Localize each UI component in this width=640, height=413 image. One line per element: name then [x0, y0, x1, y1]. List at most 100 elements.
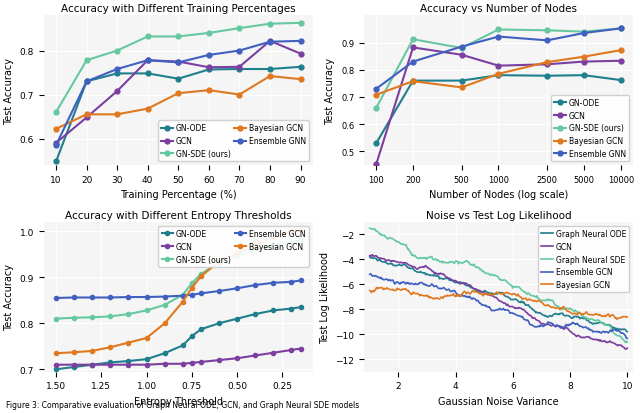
Ensemble GCN: [70, 295, 78, 300]
Ensemble GNN: [617, 27, 625, 32]
GCN: [520, 307, 528, 312]
Line: GN-ODE: GN-ODE: [54, 65, 303, 164]
GN-SDE (ours): [617, 27, 625, 32]
Bayesian GCN: [409, 79, 417, 84]
Bayesian GCN: [215, 259, 223, 264]
Graph Neural ODE: [583, 318, 591, 323]
GN-ODE: [215, 321, 223, 326]
Bayesian GCN: [83, 113, 90, 118]
Graph Neural SDE: [623, 340, 631, 345]
Bayesian GCN: [269, 235, 277, 240]
GN-ODE: [580, 74, 588, 78]
Graph Neural SDE: [621, 340, 629, 345]
Line: GN-SDE (ours): GN-SDE (ours): [54, 239, 303, 321]
GCN: [621, 347, 629, 352]
GN-SDE (ours): [197, 272, 205, 277]
GN-SDE (ours): [188, 281, 196, 286]
Bayesian GCN: [70, 350, 78, 355]
GN-SDE (ours): [580, 30, 588, 35]
Ensemble GNN: [113, 67, 121, 72]
GN-ODE: [297, 65, 305, 70]
Graph Neural SDE: [583, 316, 591, 321]
Line: Ensemble GNN: Ensemble GNN: [374, 27, 623, 92]
GCN: [495, 64, 502, 69]
Ensemble GNN: [409, 60, 417, 65]
Title: Noise vs Test Log Likelihood: Noise vs Test Log Likelihood: [426, 210, 572, 220]
GCN: [369, 252, 376, 257]
Bayesian GCN: [367, 289, 374, 294]
Ensemble GNN: [83, 80, 90, 85]
Ensemble GNN: [144, 59, 152, 64]
Bayesian GCN: [458, 86, 465, 91]
Bayesian GCN: [623, 315, 631, 320]
Text: Figure 3: Comparative evaluation of Graph Neural ODE, GCN, and Graph Neural SDE : Figure 3: Comparative evaluation of Grap…: [6, 400, 360, 409]
GCN: [175, 60, 182, 65]
Bayesian GCN: [125, 340, 132, 345]
GN-ODE: [106, 360, 114, 365]
Graph Neural ODE: [366, 255, 374, 260]
Bayesian GCN: [580, 55, 588, 60]
GN-ODE: [252, 312, 259, 317]
Ensemble GCN: [519, 315, 527, 320]
GCN: [409, 46, 417, 51]
Title: Accuracy with Different Entropy Thresholds: Accuracy with Different Entropy Threshol…: [65, 210, 292, 220]
GCN: [83, 116, 90, 121]
Ensemble GCN: [106, 295, 114, 300]
GCN: [623, 346, 631, 351]
Bayesian GCN: [495, 72, 502, 77]
GCN: [88, 362, 96, 367]
GN-ODE: [236, 67, 243, 72]
GCN: [580, 60, 588, 65]
Graph Neural ODE: [519, 301, 527, 306]
GN-ODE: [113, 72, 121, 77]
Legend: Graph Neural ODE, GCN, Graph Neural SDE, Ensemble GCN, Bayesian GCN: Graph Neural ODE, GCN, Graph Neural SDE,…: [538, 226, 629, 292]
GN-ODE: [52, 159, 60, 164]
GN-ODE: [297, 305, 305, 310]
GN-SDE (ours): [70, 316, 78, 320]
Bayesian GCN: [519, 297, 527, 301]
GN-SDE (ours): [266, 22, 274, 27]
Bayesian GCN: [297, 228, 305, 233]
GCN: [234, 356, 241, 361]
GN-ODE: [458, 79, 465, 84]
Bayesian GCN: [266, 74, 274, 79]
GCN: [205, 66, 212, 71]
GN-ODE: [179, 343, 187, 348]
Bayesian GCN: [617, 49, 625, 54]
Ensemble GCN: [366, 272, 374, 277]
GCN: [215, 358, 223, 363]
Ensemble GCN: [252, 283, 259, 288]
Line: Bayesian GCN: Bayesian GCN: [374, 49, 623, 98]
GCN: [161, 361, 168, 366]
GN-ODE: [409, 79, 417, 84]
Bayesian GCN: [88, 349, 96, 354]
Bayesian GCN: [234, 251, 241, 256]
GN-SDE (ours): [252, 247, 259, 252]
Legend: GN-ODE, GCN, GN-SDE (ours), Ensemble GCN, Bayesian GCN: GN-ODE, GCN, GN-SDE (ours), Ensemble GCN…: [159, 226, 309, 267]
GN-SDE (ours): [543, 29, 551, 34]
GN-ODE: [617, 78, 625, 83]
GN-SDE (ours): [205, 31, 212, 36]
GN-ODE: [70, 365, 78, 370]
Ensemble GNN: [297, 39, 305, 44]
GCN: [236, 65, 243, 70]
Line: Bayesian GCN: Bayesian GCN: [54, 74, 303, 132]
Graph Neural ODE: [599, 321, 607, 326]
GCN: [125, 362, 132, 367]
Ensemble GCN: [52, 296, 60, 301]
Ensemble GNN: [205, 53, 212, 58]
Y-axis label: Test Accuracy: Test Accuracy: [4, 57, 14, 124]
GN-SDE (ours): [495, 28, 502, 33]
GN-ODE: [543, 74, 551, 79]
GN-ODE: [495, 74, 502, 78]
GN-SDE (ours): [215, 261, 223, 266]
Ensemble GCN: [88, 295, 96, 300]
GCN: [287, 348, 295, 353]
Graph Neural ODE: [518, 299, 526, 304]
GN-ODE: [188, 334, 196, 339]
GN-SDE (ours): [83, 59, 90, 64]
Bayesian GCN: [161, 321, 168, 326]
Bayesian GCN: [144, 107, 152, 112]
Ensemble GCN: [197, 291, 205, 296]
GN-ODE: [287, 306, 295, 311]
